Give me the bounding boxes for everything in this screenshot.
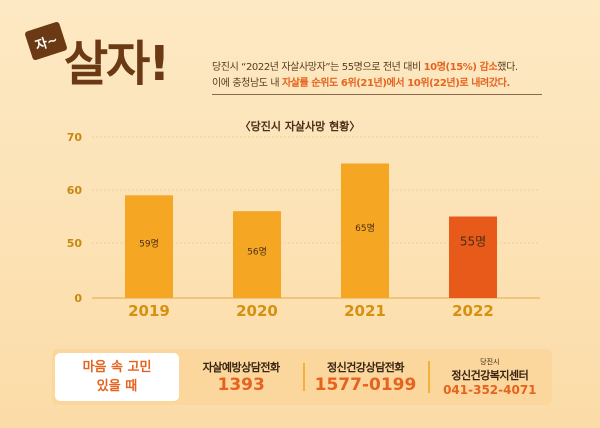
summary-highlight: 10명(15%) 감소: [423, 62, 498, 73]
x-tick-label: 2021: [344, 302, 386, 320]
summary-highlight: 자살률 순위도 6위(21년)에서 10위(22년)로 내려갔다.: [281, 78, 510, 89]
chart-title: 〈당진시 자살사망 현황〉: [239, 120, 361, 133]
hotline-number: 1393: [217, 375, 265, 395]
y-tick-label: 60: [67, 184, 83, 197]
x-tick-label: 2020: [236, 302, 278, 320]
intro-line: 마음 속 고민: [82, 360, 152, 375]
bar-chart: 0 50 60 70 59명 2019 56명 2020 65명 2021 55명 2022: [67, 131, 540, 320]
bar-2022: [449, 216, 497, 298]
y-tick-label: 50: [67, 237, 83, 250]
data-label: 65명: [355, 223, 375, 234]
hotline-sublabel: 당진시: [480, 358, 500, 366]
data-label: 59명: [139, 239, 159, 250]
hotline-number: 041-352-4071: [443, 383, 537, 397]
hotline-label: 자살예방상담전화: [202, 361, 280, 374]
data-label: 55명: [460, 234, 486, 248]
bar-2020: [233, 211, 281, 298]
summary-text: 이에 충청남도 내: [212, 78, 282, 89]
hotline-mental-health: 정신건강상담전화 1577-0199: [303, 359, 427, 395]
summary-text: 했다.: [497, 62, 518, 73]
hotline-label: 정신건강복지센터: [451, 369, 529, 382]
bar-2019: [125, 195, 173, 298]
y-tick-label: 0: [74, 292, 82, 305]
hotline-suicide-prevention: 자살예방상담전화 1393: [179, 359, 303, 395]
data-label: 56명: [247, 247, 267, 258]
x-tick-label: 2019: [128, 302, 170, 320]
summary: 당진시 “2022년 자살사망자”는 55명으로 전년 대비 10명(15%) …: [212, 60, 542, 95]
headline: 살자!: [64, 36, 170, 92]
bar-2021: [341, 163, 389, 298]
y-tick-label: 70: [67, 131, 83, 144]
summary-text: 당진시 “2022년 자살사망자”는 55명으로 전년 대비: [212, 62, 424, 73]
hotline-label: 정신건강상담전화: [327, 361, 404, 374]
hotline-number: 1577-0199: [314, 375, 417, 395]
x-tick-label: 2022: [452, 302, 494, 320]
intro-line: 있을 때: [96, 379, 138, 394]
